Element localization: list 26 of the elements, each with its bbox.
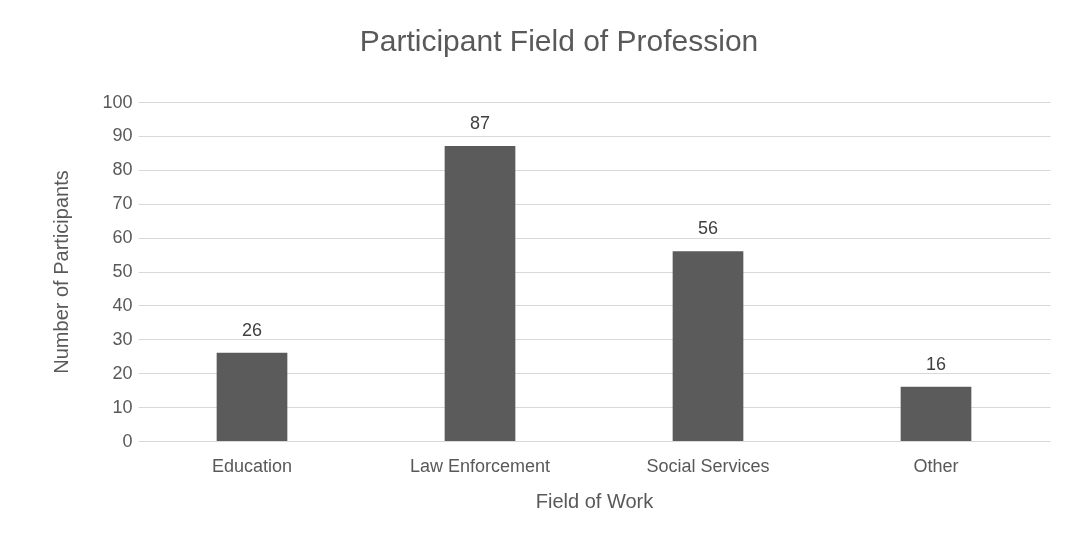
data-label: 26 bbox=[241, 319, 263, 340]
x-tick-label: Other bbox=[913, 455, 959, 476]
y-tick-label: 30 bbox=[112, 328, 133, 349]
y-tick-label: 10 bbox=[112, 396, 133, 417]
data-label: 87 bbox=[469, 113, 491, 134]
bar bbox=[444, 146, 516, 441]
y-tick-label: 100 bbox=[102, 91, 133, 112]
y-axis-title: Number of Participants bbox=[50, 170, 73, 374]
y-tick-label: 60 bbox=[112, 227, 133, 248]
bar bbox=[672, 251, 744, 441]
y-tick-label: 50 bbox=[112, 261, 133, 281]
x-tick-label: Education bbox=[211, 455, 293, 476]
bar bbox=[900, 386, 972, 441]
y-tick-label: 70 bbox=[112, 193, 133, 214]
data-label: 56 bbox=[697, 218, 719, 239]
data-label: 16 bbox=[925, 353, 947, 374]
x-axis-title: Field of Work bbox=[535, 489, 655, 512]
y-tick-label: 80 bbox=[112, 159, 133, 180]
x-tick-label: Social Services bbox=[646, 455, 770, 476]
y-tick-label: 40 bbox=[112, 294, 133, 315]
bar bbox=[216, 352, 288, 441]
y-tick-label: 20 bbox=[112, 362, 133, 383]
y-tick-label: 90 bbox=[112, 125, 133, 146]
y-tick-label: 0 bbox=[122, 430, 133, 451]
x-tick-label: Law Enforcement bbox=[409, 455, 551, 476]
chart-title: Participant Field of Profession bbox=[359, 24, 759, 57]
